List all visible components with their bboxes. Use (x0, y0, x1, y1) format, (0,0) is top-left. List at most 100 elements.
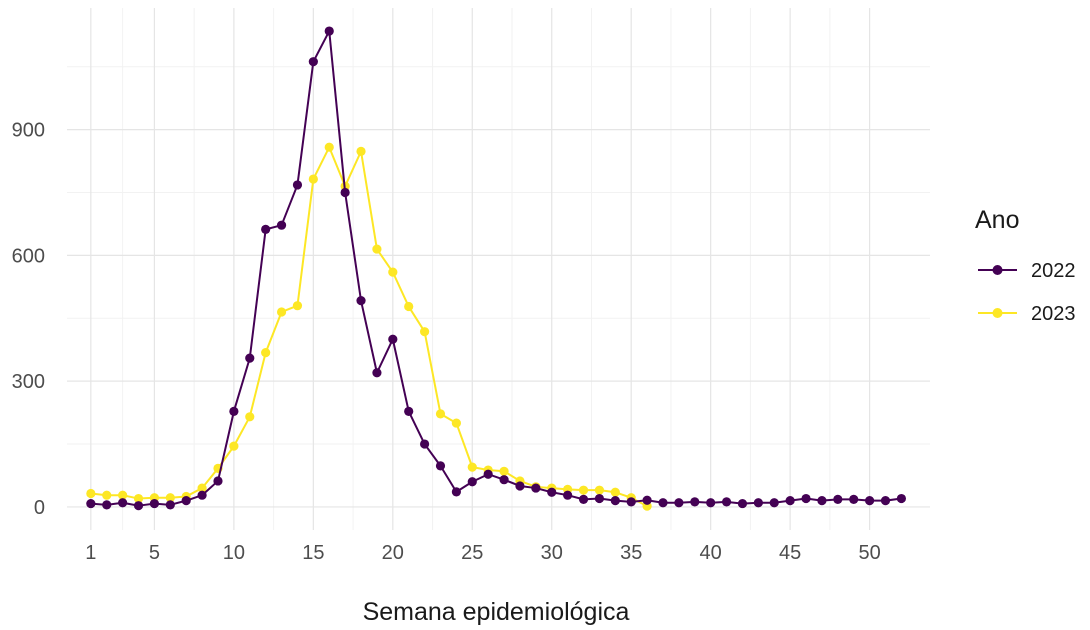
data-point-2023 (86, 488, 96, 499)
data-point-2022 (833, 494, 843, 504)
data-point-2022 (578, 494, 589, 504)
data-point-2022 (165, 500, 175, 510)
data-point-2022 (86, 498, 96, 509)
data-point-2022 (499, 475, 509, 485)
data-point-2022 (102, 500, 112, 510)
data-point-2022 (610, 496, 620, 506)
data-point-2022 (769, 498, 779, 508)
x-tick-label: 5 (149, 542, 160, 564)
x-tick-labels: 1 5 10 15 20 25 30 35 40 45 50 (85, 542, 880, 564)
data-point-2023 (404, 301, 414, 312)
data-point-2022 (372, 368, 382, 378)
data-point-2022 (880, 496, 891, 506)
legend-label-2022: 2022 (1031, 260, 1076, 282)
x-tick-label: 30 (541, 542, 563, 564)
legend-label-2023: 2023 (1031, 303, 1076, 325)
data-point-2022 (753, 498, 763, 508)
data-point-2022 (388, 334, 398, 344)
data-point-2022 (801, 493, 811, 504)
data-point-2023 (245, 412, 255, 422)
data-point-2022 (324, 26, 334, 36)
data-point-2022 (451, 487, 461, 497)
data-point-2023 (388, 267, 398, 277)
data-point-2022 (340, 187, 350, 198)
data-point-2022 (849, 494, 859, 504)
series-line-2022 (90, 30, 902, 507)
data-point-2022 (626, 497, 636, 507)
y-tick-label: 900 (12, 120, 45, 142)
data-point-2022 (785, 496, 795, 506)
data-point-2023 (102, 490, 112, 500)
data-point-2022 (308, 57, 318, 67)
data-point-2023 (451, 418, 461, 428)
data-point-2022 (213, 476, 223, 486)
data-point-2023 (578, 485, 589, 495)
data-point-2023 (419, 327, 430, 337)
legend-key-point-2022 (992, 265, 1003, 275)
x-tick-label: 50 (858, 542, 880, 564)
data-point-2022 (706, 498, 716, 508)
legend-title: Ano (975, 206, 1019, 234)
data-point-2023 (467, 462, 477, 472)
data-point-2022 (149, 498, 160, 509)
data-point-2022 (896, 493, 906, 504)
data-point-2022 (547, 487, 557, 497)
data-point-2022 (118, 498, 128, 508)
data-point-2022 (817, 496, 827, 506)
data-point-2023 (276, 307, 287, 317)
data-point-2023 (324, 142, 334, 152)
data-point-2022 (419, 439, 430, 449)
data-point-2022 (245, 353, 255, 363)
data-point-2022 (467, 477, 477, 487)
legend-key-point-2023 (992, 308, 1003, 318)
data-point-2023 (165, 493, 175, 503)
legend: Ano 2022 2023 (975, 206, 1076, 325)
data-point-2022 (229, 406, 239, 416)
y-tick-labels: 0 300 600 900 (12, 120, 45, 519)
data-point-2023 (197, 483, 207, 493)
x-tick-label: 15 (302, 542, 324, 564)
data-point-2022 (133, 501, 144, 511)
data-point-2022 (483, 469, 493, 479)
x-tick-label: 45 (779, 542, 801, 564)
data-point-2022 (181, 496, 191, 506)
series-line-2023 (90, 146, 648, 507)
data-point-2022 (404, 406, 414, 416)
grid-minor (67, 8, 930, 530)
data-point-2023 (229, 441, 239, 451)
data-point-2022 (292, 180, 303, 190)
data-point-2023 (308, 174, 318, 184)
grid-major (67, 8, 930, 530)
x-axis-title: Semana epidemiológica (363, 598, 630, 626)
data-point-2023 (372, 244, 382, 254)
data-point-2023 (499, 466, 509, 476)
data-point-2022 (261, 224, 271, 234)
data-point-2023 (610, 487, 620, 497)
y-tick-label: 300 (12, 371, 45, 393)
data-point-2022 (721, 497, 732, 507)
data-point-2023 (594, 485, 605, 495)
series-layer (86, 26, 906, 511)
y-tick-label: 0 (34, 497, 45, 519)
data-point-2022 (356, 296, 366, 306)
x-tick-label: 40 (700, 542, 722, 564)
data-point-2022 (642, 495, 652, 505)
data-point-2022 (865, 496, 875, 506)
data-point-2023 (292, 301, 303, 311)
data-point-2022 (515, 481, 525, 491)
x-tick-label: 20 (382, 542, 404, 564)
data-point-2023 (118, 490, 128, 500)
x-tick-label: 10 (223, 542, 245, 564)
data-point-2023 (356, 146, 366, 156)
x-tick-label: 1 (85, 542, 96, 564)
data-point-2022 (674, 498, 684, 508)
data-point-2022 (594, 493, 605, 504)
data-point-2023 (133, 493, 144, 504)
data-point-2022 (563, 490, 573, 500)
data-point-2022 (197, 490, 207, 500)
data-point-2022 (737, 498, 748, 509)
data-point-2022 (531, 483, 541, 493)
x-tick-label: 25 (461, 542, 483, 564)
data-point-2022 (435, 461, 446, 471)
